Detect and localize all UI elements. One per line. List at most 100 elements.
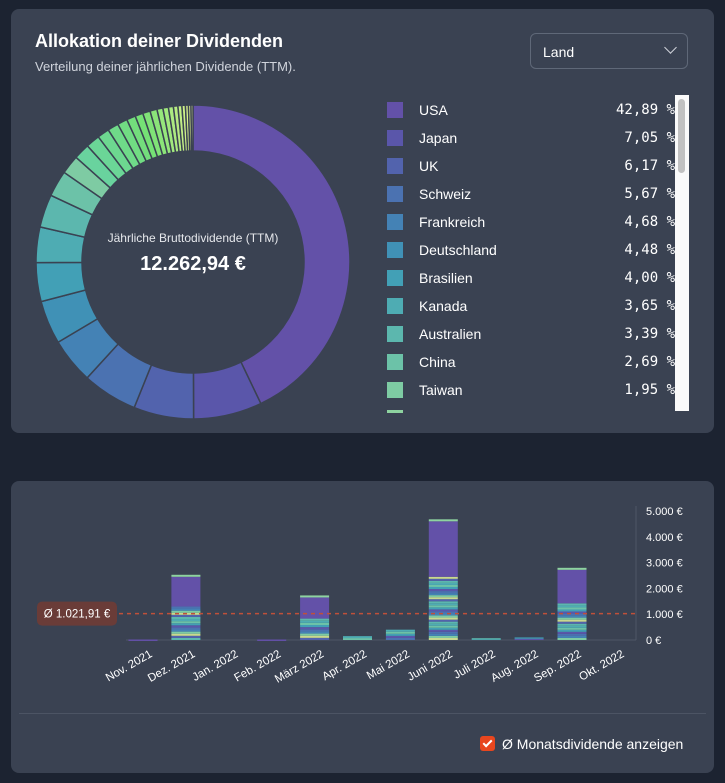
bar-segment[interactable] — [171, 621, 201, 624]
bar-segment[interactable] — [300, 620, 330, 623]
legend-item[interactable]: UK 6,17 % — [387, 153, 675, 181]
bar-segment[interactable] — [428, 580, 458, 583]
bar-segment[interactable] — [428, 617, 458, 620]
bar-segment[interactable] — [471, 639, 501, 640]
bar-stack[interactable] — [428, 519, 458, 640]
bar-segment[interactable] — [428, 623, 458, 626]
legend-item[interactable]: Brasilien 4,00 % — [387, 265, 675, 293]
bar-segment[interactable] — [557, 625, 587, 628]
bar-stack[interactable] — [514, 637, 544, 640]
bar-segment[interactable] — [171, 627, 201, 630]
bar-segment[interactable] — [300, 635, 330, 638]
bar-segment[interactable] — [428, 605, 458, 608]
bar-segment[interactable] — [171, 608, 201, 611]
legend-item[interactable]: Frankreich 4,68 % — [387, 209, 675, 237]
bar-segment[interactable] — [428, 633, 458, 636]
bar-segment-usa[interactable] — [428, 521, 458, 577]
donut-segment[interactable] — [192, 104, 351, 405]
bar-segment[interactable] — [557, 615, 587, 618]
bar-segment[interactable] — [428, 629, 458, 632]
bar-segment[interactable] — [514, 637, 544, 639]
bar-segment[interactable] — [171, 629, 201, 632]
bar-segment[interactable] — [428, 621, 458, 624]
bar-segment[interactable] — [385, 633, 415, 636]
bar-segment[interactable] — [557, 613, 587, 616]
bar-stack[interactable] — [128, 639, 158, 641]
bar-segment[interactable] — [557, 623, 587, 626]
bar-stack[interactable] — [385, 629, 415, 640]
bar-segment[interactable] — [557, 633, 587, 636]
bar-segment[interactable] — [557, 627, 587, 630]
scrollbar-thumb[interactable] — [678, 99, 685, 173]
bar-segment[interactable] — [428, 576, 458, 579]
legend-item[interactable]: Japan 7,05 % — [387, 125, 675, 153]
bar-stack[interactable] — [557, 567, 587, 640]
bar-stack[interactable] — [171, 574, 201, 640]
group-by-select[interactable]: Land — [530, 33, 688, 69]
bar-segment[interactable] — [171, 616, 201, 620]
legend-item[interactable]: Kanada 3,65 % — [387, 293, 675, 321]
bar-segment[interactable] — [428, 597, 458, 600]
bar-segment[interactable] — [428, 635, 458, 638]
bar-segment[interactable] — [300, 629, 330, 632]
average-checkbox-label[interactable]: Ø Monatsdividende anzeigen — [502, 736, 684, 752]
bar-segment[interactable] — [514, 638, 544, 640]
bar-stack[interactable] — [257, 639, 287, 641]
bar-segment[interactable] — [171, 610, 201, 613]
bar-segment[interactable] — [428, 584, 458, 587]
bar-segment[interactable] — [171, 631, 201, 634]
bar-segment[interactable] — [428, 586, 458, 590]
legend-item[interactable]: Australien 3,39 % — [387, 321, 675, 349]
legend-item[interactable]: USA 42,89 % — [387, 97, 675, 125]
bar-stack[interactable] — [343, 636, 372, 640]
bar-segment-usa[interactable] — [128, 639, 158, 641]
bar-segment-usa[interactable] — [257, 639, 287, 641]
bar-segment[interactable] — [385, 629, 415, 632]
bar-segment[interactable] — [428, 609, 458, 612]
bar-segment[interactable] — [428, 613, 458, 616]
donut-segment[interactable] — [190, 104, 194, 152]
bar-segment[interactable] — [557, 611, 587, 614]
bar-segment[interactable] — [385, 631, 415, 634]
bar-segment[interactable] — [557, 617, 587, 620]
bar-segment[interactable] — [557, 603, 587, 606]
bar-segment[interactable] — [171, 633, 201, 636]
bar-segment[interactable] — [557, 607, 587, 610]
legend-item[interactable]: Deutschland 4,48 % — [387, 237, 675, 265]
bar-segment[interactable] — [428, 591, 458, 594]
bar-segment[interactable] — [300, 633, 330, 636]
bar-segment[interactable] — [171, 606, 201, 609]
bar-segment[interactable] — [300, 637, 330, 640]
bar-segment[interactable] — [343, 638, 372, 640]
bar-segment[interactable] — [428, 603, 458, 606]
bar-segment[interactable] — [300, 622, 330, 626]
bar-segment[interactable] — [300, 625, 330, 628]
bar-segment[interactable] — [428, 601, 458, 604]
bar-segment[interactable] — [171, 625, 201, 628]
bar-segment[interactable] — [428, 611, 458, 614]
bar-segment[interactable] — [385, 635, 415, 638]
bar-segment[interactable] — [171, 623, 201, 626]
bar-segment[interactable] — [557, 605, 587, 608]
bar-segment[interactable] — [171, 614, 201, 617]
bar-segment[interactable] — [557, 635, 587, 638]
bar-segment[interactable] — [428, 637, 458, 640]
bar-segment[interactable] — [557, 619, 587, 622]
bar-segment[interactable] — [428, 589, 458, 592]
bar-segment[interactable] — [471, 638, 501, 640]
bar-segment[interactable] — [428, 582, 458, 585]
bar-segment[interactable] — [300, 627, 330, 630]
bar-segment[interactable] — [428, 625, 458, 628]
bar-stack[interactable] — [471, 638, 501, 640]
bar-segment[interactable] — [428, 599, 458, 602]
bar-segment-usa[interactable] — [171, 576, 201, 607]
bar-segment[interactable] — [300, 618, 330, 621]
bar-stack[interactable] — [300, 595, 330, 640]
bar-segment[interactable] — [428, 615, 458, 618]
legend-item[interactable] — [387, 405, 675, 413]
bar-segment-usa[interactable] — [300, 597, 330, 619]
legend-item[interactable]: China 2,69 % — [387, 349, 675, 377]
bar-segment[interactable] — [557, 631, 587, 634]
bar-segment[interactable] — [557, 621, 587, 624]
bar-segment[interactable] — [428, 595, 458, 598]
